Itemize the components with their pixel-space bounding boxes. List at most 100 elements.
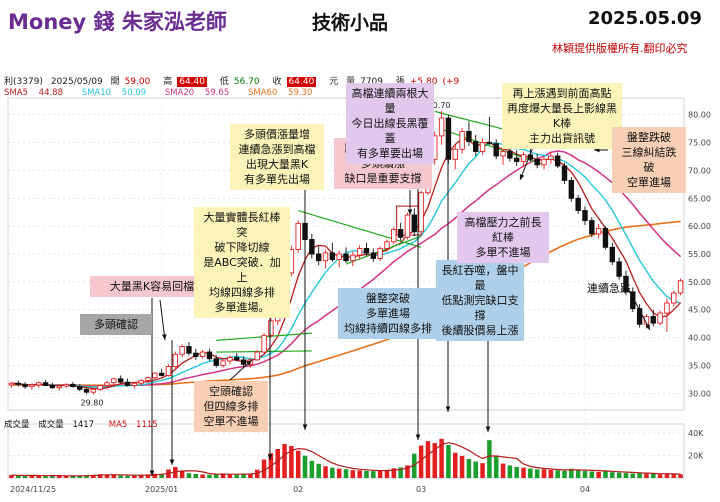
y-tick-label: 60.00 — [688, 222, 711, 231]
candle-body — [124, 381, 131, 386]
date-label: 2025.05.09 — [588, 8, 702, 29]
candle-body — [438, 117, 445, 137]
candle-body — [193, 352, 199, 357]
volume-bar — [562, 470, 567, 478]
volume-bar — [405, 465, 410, 478]
candle-body — [179, 346, 185, 355]
candle-body — [350, 254, 356, 262]
volume-bar — [234, 474, 240, 478]
y-tick-label: 70.00 — [688, 166, 711, 175]
volume-bar — [248, 473, 253, 478]
candle-body — [650, 315, 656, 324]
candle-body — [486, 142, 493, 145]
high-price-label: 80.70 — [428, 101, 451, 110]
candle-body — [36, 382, 42, 386]
candle-body — [254, 351, 260, 361]
volume-bar — [507, 465, 513, 478]
open-value: 59.00 — [124, 77, 151, 87]
volume-bar — [357, 470, 362, 478]
candle-body — [70, 383, 76, 388]
candle-body — [322, 252, 329, 262]
volume-bar — [548, 469, 554, 478]
annotation-arrow — [627, 287, 651, 331]
candle-body — [377, 247, 383, 259]
candle-body — [541, 158, 547, 166]
unit-label: 元 — [329, 77, 339, 87]
candle-body — [309, 239, 315, 255]
volume-bar — [630, 473, 636, 478]
volume-label: 量 — [346, 77, 356, 87]
candle-body — [459, 130, 465, 150]
volume-bar — [125, 475, 130, 478]
low-value: 56.70 — [233, 77, 260, 87]
volume-bar — [282, 444, 287, 478]
candle-body — [83, 388, 90, 393]
volume-bar — [582, 471, 588, 478]
annotation-a2: 多頭確認 — [80, 314, 152, 335]
volume-bar — [104, 474, 110, 478]
candle-body — [97, 385, 103, 390]
volume-bar — [623, 473, 629, 478]
candle-body — [636, 308, 643, 325]
candle-body — [42, 382, 49, 386]
volume-bar — [391, 468, 397, 478]
volume-bar — [473, 461, 478, 478]
volume-bar — [569, 468, 574, 478]
volume-bar — [29, 475, 35, 478]
annotation-a9: 長紅吞噬，盤中最 低點測完缺口支撐 後續股價易上漲 — [436, 260, 524, 341]
candle-body — [602, 227, 609, 248]
high-label: 高 — [163, 77, 173, 87]
candle-body — [370, 252, 377, 259]
volume-bar — [371, 471, 376, 478]
candle-body — [623, 275, 629, 293]
volume-bar — [480, 463, 485, 478]
x-tick-label: 03 — [416, 485, 426, 494]
y-tick-label: 75.00 — [688, 139, 711, 148]
annotation-a12: 盤整跌破 三線糾結跌破 空單進場 — [612, 127, 686, 193]
annotation-arrowhead — [645, 324, 650, 330]
candle-body — [22, 383, 28, 388]
volume-bar — [514, 466, 519, 478]
volume-bar — [534, 469, 540, 478]
candle-body — [76, 386, 83, 390]
annotation-arrowhead — [485, 426, 491, 432]
candle-body — [568, 180, 575, 199]
annotation-a7: 盤整突破 多單進場 均線持續四線多排 — [338, 288, 438, 339]
volume-bar — [295, 450, 301, 478]
change-label: 張 — [395, 77, 405, 87]
candle-body — [575, 197, 581, 211]
annotation-a5: 多頭價漲量增 連續急漲到高檔 出現大量黑K 有多單先出場 — [230, 124, 324, 190]
volume-bar — [261, 459, 267, 478]
volume-bar — [275, 448, 280, 478]
annotation-a3: 空頭確認 但四線多排 空單不進場 — [194, 381, 268, 432]
low-label: 低 — [219, 77, 229, 87]
candle-body — [343, 253, 349, 262]
candle-body — [15, 382, 21, 385]
candle-body — [664, 302, 670, 314]
candle-body — [391, 229, 397, 243]
volume-bar — [214, 474, 219, 478]
y-tick-label: 45.00 — [688, 306, 711, 315]
volume-bar — [84, 475, 89, 478]
candle-body — [609, 246, 616, 263]
candle-body — [582, 210, 588, 222]
topic-title: 技術小品 — [312, 12, 389, 34]
volume-ma5-line — [11, 442, 681, 477]
volume-bar — [521, 467, 526, 478]
annotation-a1: 大量黑K容易回檔 — [90, 276, 214, 297]
volume-value: 7709 — [360, 77, 383, 87]
volume-bar — [425, 441, 431, 478]
volume-bar — [186, 473, 192, 478]
change-value: +5.80 — [409, 77, 438, 87]
candle-body — [336, 253, 342, 261]
volume-bar — [97, 474, 103, 478]
candle-body — [199, 351, 206, 357]
volume-legend: 成交量 成交量 1417 MA5 1115 — [4, 418, 170, 430]
volume-bar — [657, 474, 663, 478]
low-price-label: 29.80 — [81, 398, 104, 407]
quote-date: 2025/05/09 — [50, 77, 103, 87]
candle-body — [104, 382, 110, 386]
y-tick-label: 65.00 — [688, 194, 711, 203]
volume-bar — [664, 473, 670, 478]
volume-bar — [220, 473, 226, 478]
